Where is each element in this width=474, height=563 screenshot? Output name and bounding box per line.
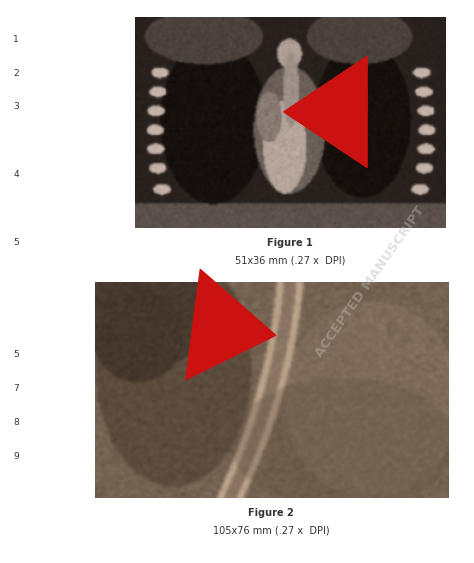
Text: 8: 8	[13, 418, 19, 427]
Text: 4: 4	[13, 170, 19, 179]
Text: 5: 5	[13, 350, 19, 359]
Text: 2: 2	[13, 69, 19, 78]
Text: 5: 5	[13, 238, 19, 247]
Text: 51x36 mm (.27 x  DPI): 51x36 mm (.27 x DPI)	[235, 255, 346, 265]
Text: Figure 2: Figure 2	[248, 508, 294, 519]
Text: Figure 1: Figure 1	[267, 238, 313, 248]
Text: 9: 9	[13, 452, 19, 461]
Text: 7: 7	[13, 384, 19, 393]
Text: 3: 3	[13, 102, 19, 111]
Text: 105x76 mm (.27 x  DPI): 105x76 mm (.27 x DPI)	[213, 525, 330, 535]
Text: 1: 1	[13, 35, 19, 44]
Text: ACCEPTED MANUSCRIPT: ACCEPTED MANUSCRIPT	[312, 204, 427, 359]
